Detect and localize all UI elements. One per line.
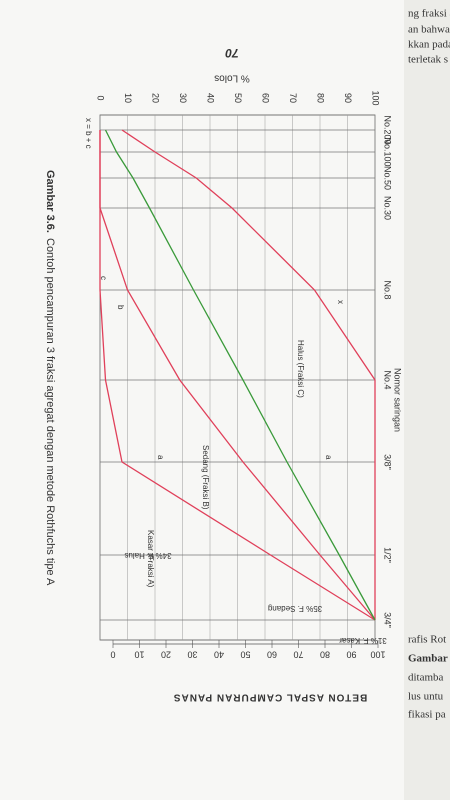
y-tick-label: 60 — [261, 93, 271, 103]
y-axis-title: % Lolos — [214, 72, 250, 83]
fraction-label: 31% F. Kasar — [339, 636, 387, 645]
x-tick-label: No.8 — [383, 280, 393, 299]
y2-tick-label: 50 — [240, 650, 250, 660]
y-tick-label: 80 — [316, 93, 326, 103]
running-header: BETON ASPAL CAMPURAN PANAS — [173, 691, 367, 702]
y2-tick-label: 30 — [187, 650, 197, 660]
series-label: Sedang (Fraksi B) — [201, 445, 210, 510]
facing-text: rafis Rot — [408, 634, 446, 646]
facing-text: Gambar — [408, 653, 448, 665]
facing-text: kkan pada — [408, 39, 450, 51]
y2-tick-label: 20 — [161, 650, 171, 660]
series-line — [121, 129, 376, 620]
fraction-label: 35% F. Sedang — [268, 604, 322, 613]
y2-tick-label: 90 — [346, 650, 356, 660]
x-tick-label: No.50 — [383, 166, 393, 190]
y-tick-label: 30 — [178, 93, 188, 103]
facing-text: terletak s — [408, 54, 448, 66]
y-tick-label: 100 — [371, 90, 381, 105]
series-line — [99, 130, 376, 621]
series-line — [104, 129, 376, 621]
y-tick-label: 20 — [151, 93, 161, 103]
facing-text: ditamba — [408, 672, 444, 684]
y2-tick-label: 100 — [370, 650, 385, 660]
y2-tick-label: 0 — [110, 650, 115, 660]
caption-label: Gambar 3.6. — [44, 170, 56, 233]
y-tick-label: 50 — [233, 93, 243, 103]
y-tick-label: 40 — [206, 93, 216, 103]
annotation: x = b + c — [84, 118, 93, 149]
y2-tick-label: 80 — [320, 650, 330, 660]
book-page — [0, 0, 404, 800]
annotation: a — [324, 455, 333, 460]
facing-page — [404, 0, 450, 800]
x-tick-label: 3/4" — [383, 612, 393, 628]
x-tick-label: No.200 — [383, 115, 393, 144]
annotation: x — [336, 300, 345, 304]
y2-tick-label: 10 — [134, 650, 144, 660]
y-tick-label: 0 — [96, 95, 106, 100]
x-tick-label: No.30 — [383, 196, 393, 220]
series-label: Halus (Fraksi C) — [296, 340, 305, 398]
annotation: b — [116, 305, 125, 310]
x-tick-label: No.100 — [383, 137, 393, 166]
y-tick-label: 10 — [123, 93, 133, 103]
page-number: 70 — [225, 46, 239, 60]
x-axis-title: Nomor saringan — [393, 368, 403, 432]
fraction-label: 34% F. Halus — [124, 551, 171, 560]
y2-tick-label: 40 — [214, 650, 224, 660]
annotation: a — [156, 455, 165, 460]
facing-text: lus untu — [408, 691, 444, 703]
x-tick-label: 1/2" — [383, 547, 393, 563]
annotation: c — [99, 276, 108, 280]
x-tick-label: 3/8" — [383, 454, 393, 470]
series-label: Kasar (Fraksi A) — [146, 530, 155, 588]
y-tick-label: 70 — [288, 93, 298, 103]
y2-tick-label: 70 — [293, 650, 303, 660]
x-tick-label: No.4 — [383, 370, 393, 389]
caption: Contoh pencampuran 3 fraksi agregat deng… — [44, 238, 56, 586]
facing-text: an bahwa — [408, 24, 450, 36]
facing-text: ng fraksi agr — [408, 8, 450, 20]
y-tick-label: 90 — [343, 93, 353, 103]
facing-text: fikasi pa — [408, 709, 446, 721]
y2-tick-label: 60 — [267, 650, 277, 660]
